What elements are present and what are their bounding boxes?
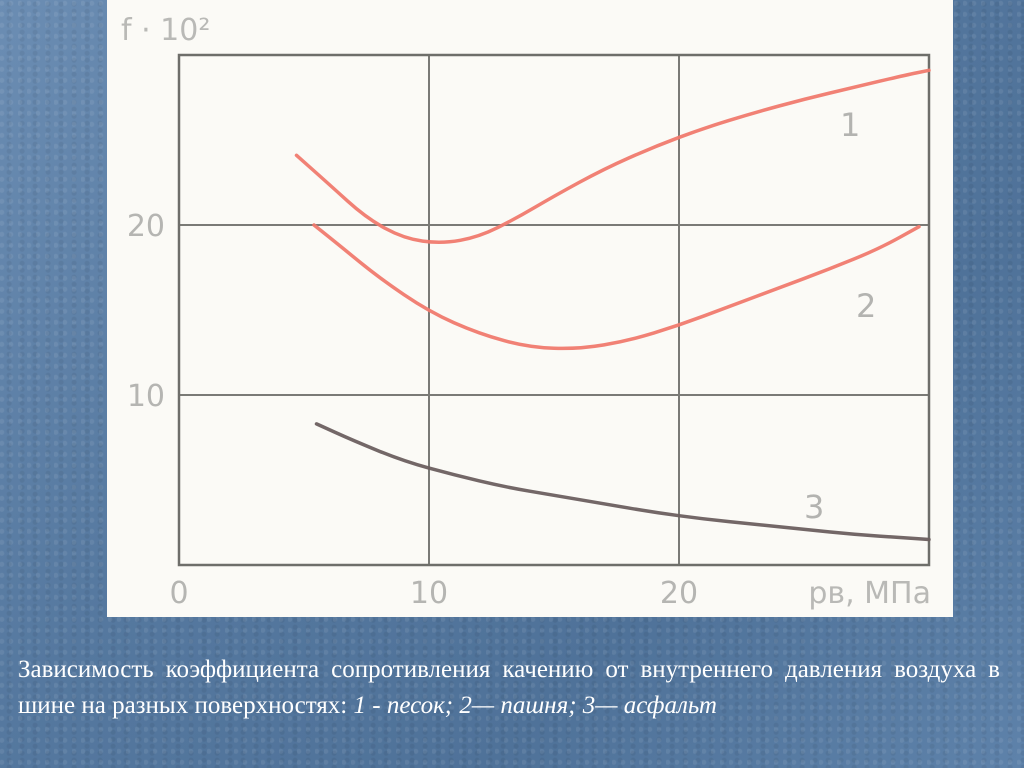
series-1-line	[294, 68, 931, 244]
y-tick-label: 10	[127, 379, 165, 414]
plot-frame	[177, 53, 931, 567]
series-3-label: 3	[804, 488, 824, 526]
y-axis-label: f · 10²	[121, 13, 210, 48]
series-3-line	[314, 422, 931, 542]
chart-svg: 0 10 20 10 20 f · 10² pв, МПа 1 2 3	[121, 13, 931, 611]
x-axis-label: pв, МПа	[808, 576, 931, 611]
slide-caption: Зависимость коэффициента сопротивления к…	[18, 652, 1000, 724]
y-tick-label: 20	[127, 209, 165, 244]
series-2-label: 2	[856, 287, 876, 325]
x-tick-label: 20	[660, 576, 698, 611]
x-tick-label: 10	[410, 576, 448, 611]
series-1-label: 1	[840, 106, 860, 144]
caption-text: Зависимость коэффициента сопротивления к…	[18, 656, 1000, 719]
caption-legend: 1 - песок; 2— пашня; 3— асфальт	[353, 692, 718, 719]
chart-panel: 0 10 20 10 20 f · 10² pв, МПа 1 2 3	[107, 0, 953, 617]
x-tick-label: 0	[169, 576, 188, 611]
series-2-line	[312, 223, 921, 351]
